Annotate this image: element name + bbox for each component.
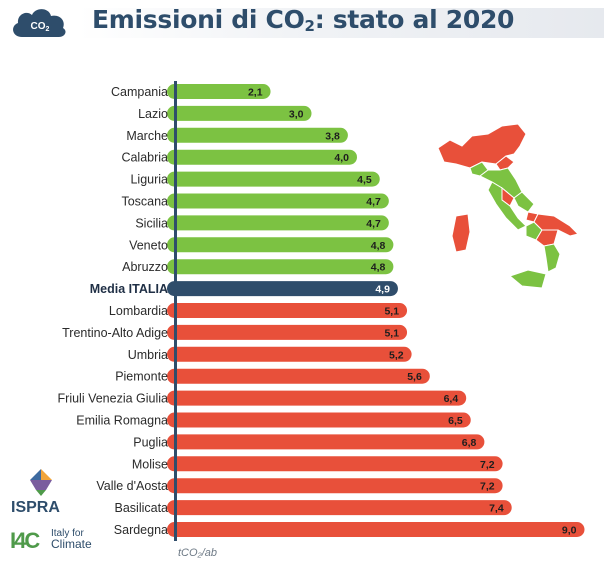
value-label-sicilia: 4,7	[366, 218, 381, 230]
value-label-toscana: 4,7	[366, 196, 381, 208]
value-label-lazio: 3,0	[289, 108, 304, 120]
category-label-calabria: Calabria	[121, 151, 168, 165]
category-label-sardegna: Sardegna	[114, 523, 168, 537]
ispra-logo: ISPRA	[11, 469, 60, 516]
value-label-trentino-alto-adige: 5,1	[384, 327, 399, 339]
bar-calabria	[167, 149, 357, 165]
value-label-liguria: 4,5	[357, 174, 372, 186]
category-label-media-italia: Media ITALIA	[90, 282, 168, 296]
bar-media-italia	[167, 281, 398, 297]
value-label-veneto: 4,8	[371, 240, 386, 252]
category-label-friuli-venezia-giulia: Friuli Venezia Giulia	[58, 392, 169, 406]
category-label-marche: Marche	[126, 129, 168, 143]
value-label-marche: 3,8	[325, 130, 340, 142]
bar-friuli-venezia-giulia	[167, 390, 467, 406]
bar-umbria	[167, 346, 412, 362]
x-axis-unit: tCO₂/ab	[178, 547, 217, 559]
category-label-piemonte: Piemonte	[115, 370, 168, 384]
title-band	[78, 8, 604, 38]
category-label-campania: Campania	[111, 85, 168, 99]
bar-lombardia	[167, 303, 408, 318]
category-label-lombardia: Lombardia	[109, 304, 168, 318]
category-label-puglia: Puglia	[133, 435, 168, 449]
bar-marche	[167, 127, 348, 143]
bar-veneto	[167, 237, 394, 253]
category-label-emilia-romagna: Emilia Romagna	[76, 414, 168, 428]
value-label-molise: 7,2	[480, 459, 495, 471]
category-label-veneto: Veneto	[129, 238, 168, 252]
category-label-valle-d-aosta: Valle d'Aosta	[96, 479, 168, 493]
i4c-line-2: Climate	[51, 537, 92, 551]
co2-cloud-icon: CO2	[13, 9, 66, 37]
bar-campania	[167, 84, 271, 99]
category-label-lazio: Lazio	[138, 107, 168, 121]
badge-sub: 2	[46, 26, 50, 33]
svg-text:CO2: CO2	[31, 21, 50, 33]
value-label-campania: 2,1	[248, 87, 263, 99]
ispra-logo-text: ISPRA	[11, 499, 60, 516]
value-label-lombardia: 5,1	[384, 306, 399, 318]
category-label-liguria: Liguria	[130, 173, 168, 187]
bar-abruzzo	[167, 259, 394, 275]
italy-map-image	[437, 123, 579, 289]
bar-piemonte	[167, 368, 430, 384]
badge-label: CO	[31, 21, 46, 32]
value-label-calabria: 4,0	[334, 152, 349, 164]
category-label-basilicata: Basilicata	[115, 501, 169, 515]
bar-liguria	[167, 171, 380, 187]
bar-sardegna	[167, 522, 585, 537]
bar-lazio	[167, 105, 312, 121]
bar-molise	[167, 456, 503, 472]
value-label-media-italia: 4,9	[375, 284, 390, 296]
bar-puglia	[167, 434, 485, 450]
category-label-abruzzo: Abruzzo	[122, 260, 168, 274]
i4c-mark: I4C	[10, 528, 40, 553]
category-label-toscana: Toscana	[121, 195, 168, 209]
bar-emilia-romagna	[167, 412, 471, 428]
value-label-piemonte: 5,6	[407, 371, 422, 383]
value-label-friuli-venezia-giulia: 6,4	[444, 393, 459, 405]
category-label-molise: Molise	[132, 457, 168, 471]
value-label-abruzzo: 4,8	[371, 262, 386, 274]
bar-trentino-alto-adige	[167, 324, 408, 340]
bar-sicilia	[167, 215, 389, 231]
value-label-umbria: 5,2	[389, 349, 404, 361]
category-label-umbria: Umbria	[128, 348, 168, 362]
italy-for-climate-logo: I4C Italy for Climate	[10, 528, 92, 553]
value-label-valle-d-aosta: 7,2	[480, 481, 495, 493]
value-label-emilia-romagna: 6,5	[448, 415, 463, 427]
value-label-basilicata: 7,4	[489, 503, 504, 515]
bar-valle-d-aosta	[167, 478, 503, 494]
i4c-line-1: Italy for	[51, 528, 84, 539]
value-label-puglia: 6,8	[462, 437, 477, 449]
bar-toscana	[167, 193, 389, 209]
bar-basilicata	[167, 500, 512, 516]
value-label-sardegna: 9,0	[562, 525, 577, 537]
page-title: Emissioni di CO2: stato al 2020	[92, 5, 515, 35]
category-label-trentino-alto-adige: Trentino-Alto Adige	[62, 326, 168, 340]
category-label-sicilia: Sicilia	[135, 216, 168, 230]
